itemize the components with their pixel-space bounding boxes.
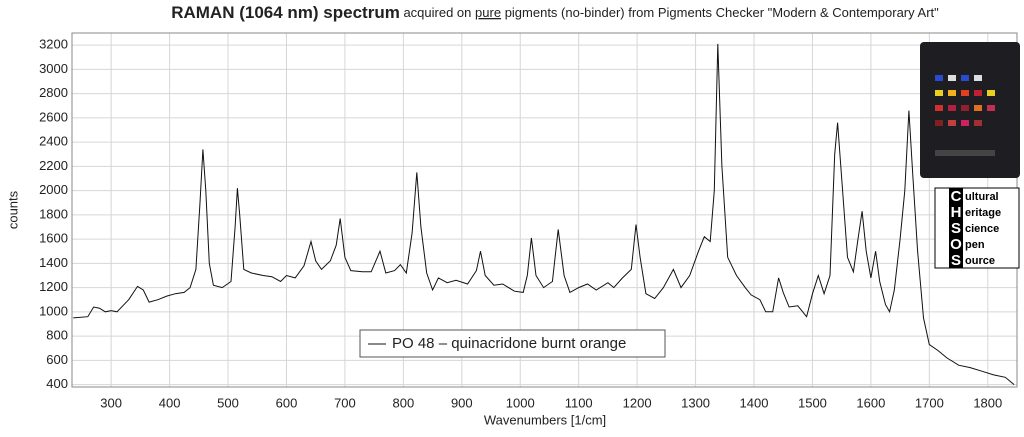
logo-word: ultural [965,191,999,203]
y-tick-label: 800 [46,328,68,343]
x-tick-label: 400 [159,395,181,410]
logo-letter-box [949,188,963,204]
y-tick-label: 600 [46,352,68,367]
y-tick-label: 2000 [39,182,68,197]
x-tick-label: 1300 [681,395,710,410]
y-tick-label: 400 [46,376,68,391]
y-tick-label: 3000 [39,61,68,76]
title-underlined: pure [475,5,501,20]
x-tick-label: 800 [393,395,415,410]
legend-label: PO 48 – quinacridone burnt orange [392,335,626,352]
x-tick-label: 900 [451,395,473,410]
x-tick-label: 1000 [506,395,535,410]
logo-initial: O [950,236,962,253]
y-tick-label: 1200 [39,279,68,294]
y-tick-label: 2600 [39,109,68,124]
logo-initial: S [951,252,961,269]
title-post: pigments (no-binder) from Pigments Check… [505,5,939,20]
legend-box [359,329,666,358]
y-tick-label: 1600 [39,231,68,246]
plot-area: 400 600 800 1000 1200 1400 1600 1800 2000 2200 240… [39,32,1018,410]
legend: PO 48 – quinacridone burnt orange [359,329,666,358]
y-tick-label: 2400 [39,134,68,149]
pigment-swatches [935,75,995,156]
x-tick-label: 300 [100,395,122,410]
chart-title: RAMAN (1064 nm) spectrum acquired on pur… [171,3,939,22]
y-tick-label: 3200 [39,37,68,52]
x-tick-label: 1800 [973,395,1002,410]
logo-initial: H [951,204,962,221]
y-tick-label: 2800 [39,85,68,100]
title-main: RAMAN (1064 nm) spectrum [171,3,400,22]
x-tick-label: 700 [334,395,356,410]
y-axis-label: counts [5,190,20,229]
logo-word: eritage [965,207,1001,219]
logo-initial: C [951,188,962,205]
x-tick-label: 1400 [740,395,769,410]
logo-letter-box [949,204,963,220]
pigment-checker-photo [920,42,1020,178]
logo-word: cience [965,223,999,235]
x-tick-label: 1100 [565,395,593,410]
y-tick-label: 1400 [39,255,68,270]
y-tick-label: 1800 [39,206,68,221]
logo-initial: S [951,220,961,237]
logo-word: pen [965,239,985,251]
x-tick-label: 600 [276,395,298,410]
logo-letter-box [949,220,963,236]
x-tick-label: 500 [217,395,239,410]
logo-word: ource [965,255,995,267]
logo-letter-box [949,252,963,268]
x-axis-label: Wavenumbers [1/cm] [484,412,606,427]
x-tick-label: 1200 [623,395,652,410]
title-pre: acquired on [403,5,471,20]
y-tick-label: 1000 [39,303,68,318]
spectrum-line [73,43,1015,385]
x-tick-label: 1700 [915,395,944,410]
x-tick-label: 1500 [798,395,827,410]
x-tick-label: 1600 [856,395,885,410]
y-tick-label: 2200 [39,158,68,173]
logo-letter-box [949,236,963,252]
